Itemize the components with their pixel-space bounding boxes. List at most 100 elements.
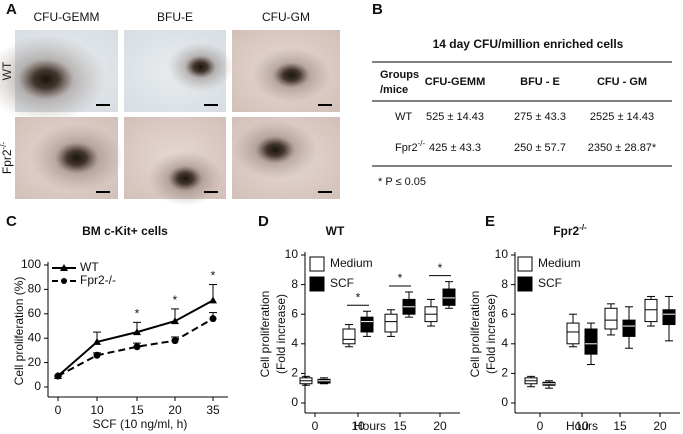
colony <box>55 142 99 174</box>
box <box>604 307 618 330</box>
colony <box>273 62 310 88</box>
significance: * <box>398 271 403 285</box>
x-tick-label: 10 <box>575 419 589 433</box>
y-axis-label: (Fold increase) <box>484 294 498 374</box>
legend-label: Fpr2-/- <box>80 273 116 287</box>
table-cell-sup: -/- <box>418 139 426 148</box>
significance: * <box>438 261 443 275</box>
column-header: BFU-E <box>157 10 193 24</box>
box <box>644 298 658 323</box>
chart-title-sup: -/- <box>579 223 587 232</box>
colony <box>255 136 295 164</box>
marker <box>133 328 141 336</box>
table-cell: 275 ± 43.3 <box>514 111 566 123</box>
table-footnote: * P ≤ 0.05 <box>378 176 426 188</box>
y-tick-label: 10 <box>285 247 299 261</box>
table-header: /mice <box>380 84 408 96</box>
chart-title-base: Fpr2 <box>553 224 579 238</box>
legend-label: SCF <box>330 276 354 290</box>
y-tick-label: 10 <box>495 247 509 261</box>
y-tick-label: 2 <box>291 366 298 380</box>
x-tick-label: 0 <box>537 419 544 433</box>
x-tick-label: 35 <box>206 403 220 417</box>
legend-swatch <box>309 256 325 272</box>
y-tick-label: 80 <box>28 282 42 296</box>
x-tick-label: 15 <box>393 419 407 433</box>
box <box>384 313 398 333</box>
y-axis-label: (Fold increase) <box>274 294 288 374</box>
x-tick-label: 20 <box>168 403 182 417</box>
y-tick-label: 40 <box>28 330 42 344</box>
y-tick-label: 8 <box>291 277 298 291</box>
colony <box>18 58 74 100</box>
x-tick-label: 15 <box>613 419 627 433</box>
table-title: 14 day CFU/million enriched cells <box>433 37 624 51</box>
table-header: BFU - E <box>520 76 560 88</box>
x-tick-label: 15 <box>130 403 144 417</box>
x-axis-label: Hours <box>354 419 386 433</box>
table-header: CFU-GEMM <box>425 76 486 88</box>
row-header-sup: -/- <box>0 142 8 150</box>
chart-title: WT <box>326 224 345 238</box>
box <box>662 309 676 326</box>
y-axis-label: Cell proliferation <box>468 291 482 378</box>
x-tick-label: 20 <box>433 419 447 433</box>
significance: * <box>173 293 178 307</box>
x-tick-label: 0 <box>312 419 319 433</box>
box <box>342 328 356 345</box>
box <box>584 328 598 355</box>
legend-swatch <box>517 276 533 292</box>
y-tick-label: 100 <box>21 257 41 271</box>
box <box>622 319 636 337</box>
panel-label: D <box>258 213 269 230</box>
table-cell: 2350 ± 28.87* <box>588 142 657 154</box>
table-header: CFU - GM <box>597 76 647 88</box>
panel-label: A <box>6 1 17 18</box>
panel-label: C <box>6 213 17 230</box>
y-tick-label: 20 <box>28 355 42 369</box>
table-cell: 425 ± 43.3 <box>429 142 481 154</box>
y-tick-label: 2 <box>501 366 508 380</box>
column-header: CFU-GEMM <box>34 10 100 24</box>
marker <box>171 317 179 325</box>
column-header: CFU-GM <box>262 10 310 24</box>
legend-label: Medium <box>330 256 373 270</box>
row-header-base: Fpr2 <box>0 149 14 174</box>
marker <box>209 315 217 323</box>
marker <box>93 337 101 345</box>
marker <box>133 343 141 351</box>
marker <box>171 337 179 345</box>
x-axis-label: SCF (10 ng/ml, h) <box>93 417 188 431</box>
y-tick-label: 4 <box>501 336 508 350</box>
legend-label: WT <box>80 260 99 274</box>
chart-title: BM c-Kit+ cells <box>82 224 168 238</box>
x-tick-label: 20 <box>653 419 667 433</box>
x-tick-label: 0 <box>55 403 62 417</box>
chart-title: Fpr2-/- <box>553 223 587 239</box>
box <box>360 316 374 333</box>
x-tick-label: 10 <box>90 403 104 417</box>
box <box>566 322 580 345</box>
x-axis-label: Hours <box>566 419 598 433</box>
colony <box>185 55 216 79</box>
legend-swatch <box>309 276 325 292</box>
y-tick-label: 8 <box>501 277 508 291</box>
y-axis-label: Cell proliferation <box>258 291 272 378</box>
legend-marker <box>60 264 68 271</box>
table-cell: 2525 ± 14.43 <box>590 111 654 123</box>
table-cell-base: Fpr2 <box>395 142 418 154</box>
y-tick-label: 60 <box>28 306 42 320</box>
y-axis-label: Cell proliferation (%) <box>12 277 26 386</box>
table-cell: Fpr2-/- <box>395 139 426 154</box>
marker <box>209 296 217 304</box>
panel-label: B <box>372 1 383 18</box>
legend-label: Medium <box>538 256 581 270</box>
table-cell: 250 ± 57.7 <box>514 142 566 154</box>
y-tick-label: 0 <box>291 395 298 409</box>
legend-marker <box>61 278 67 284</box>
table-cell: WT <box>395 111 412 123</box>
marker <box>54 372 62 380</box>
table-cell: 525 ± 14.43 <box>426 111 484 123</box>
marker <box>93 351 101 359</box>
y-tick-label: 6 <box>501 306 508 320</box>
